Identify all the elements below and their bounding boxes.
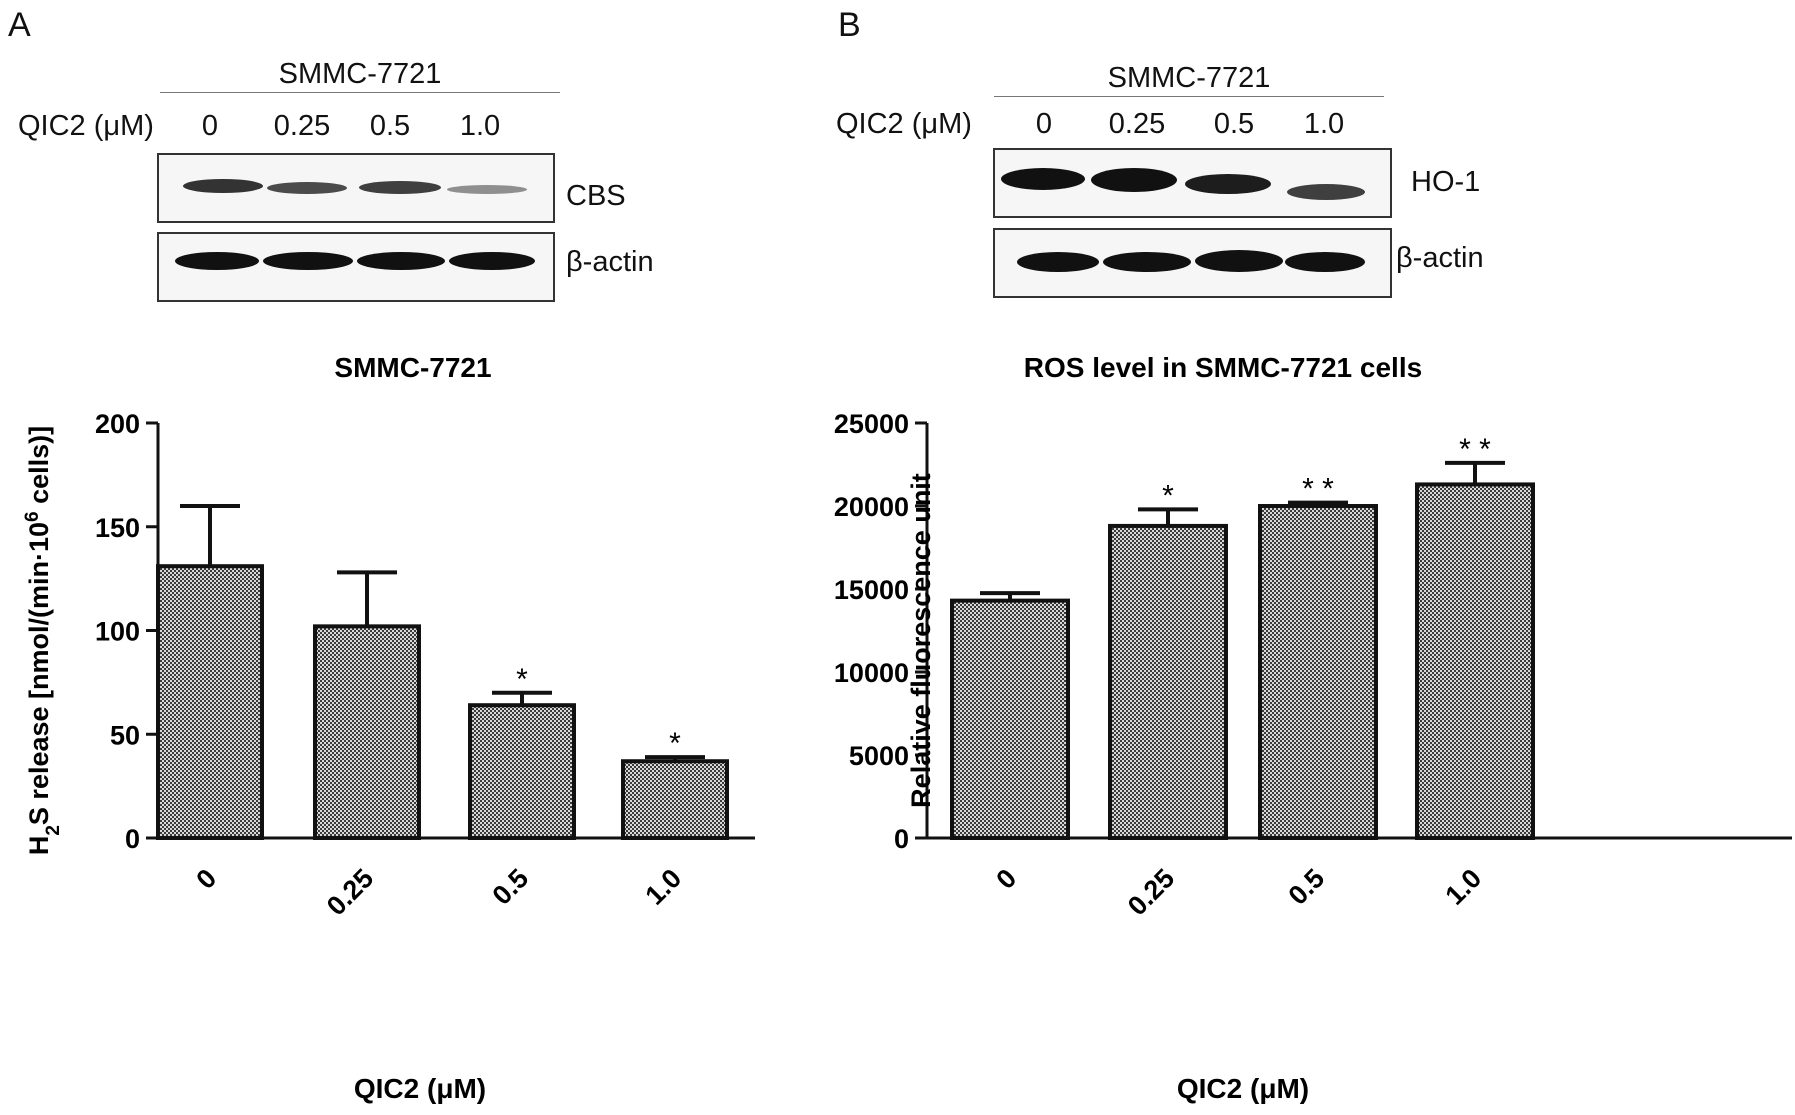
y-axis-label: H2S release [nmol/(min·106 cells)]	[22, 426, 64, 855]
y-tick-label: 20000	[834, 492, 909, 522]
bar	[313, 624, 421, 840]
panel-a-letter: A	[8, 6, 31, 44]
y-tick-label: 50	[110, 720, 140, 750]
y-tick-label: 0	[125, 824, 140, 854]
blot-b-lane-label: 0.25	[1108, 108, 1166, 140]
blot-band	[183, 179, 263, 193]
blot-a-lane-label: 0	[201, 110, 219, 142]
y-tick-label: 5000	[849, 741, 909, 771]
x-axis-label: QIC2 (μM)	[1177, 1073, 1309, 1104]
x-tick-label: 1.0	[1439, 863, 1487, 911]
bar	[468, 703, 576, 841]
blot-b-actin-strip	[993, 228, 1392, 298]
blot-band	[359, 181, 441, 194]
y-tick-label: 200	[95, 409, 140, 439]
blot-band	[175, 252, 259, 270]
blot-a-lane-label: 0.25	[273, 110, 331, 142]
x-tick-label: 0.25	[1122, 863, 1180, 921]
y-tick-label: 100	[95, 617, 140, 647]
blot-a-lane-label: 1.0	[459, 110, 501, 142]
blot-b-row-label: HO-1	[1411, 166, 1481, 198]
significance-marker: *	[516, 663, 528, 696]
x-tick-label: 0.5	[486, 863, 534, 911]
blot-b-lane-label: 1.0	[1303, 108, 1345, 140]
blot-band	[1103, 252, 1191, 272]
y-tick-label: 0	[894, 824, 909, 854]
blot-b-treatment-label: QIC2 (μM)	[836, 108, 972, 140]
bar	[156, 564, 264, 840]
blot-a-lane-label: 0.5	[369, 110, 411, 142]
bar	[1415, 482, 1535, 840]
x-tick-label: 0	[990, 863, 1022, 895]
blot-band	[1017, 252, 1099, 272]
blot-band	[1091, 168, 1177, 192]
chart-a: SMMC-7721 0 50 100 150 200 0 0.25 * 0.5 * 1.0 QIC2 (…	[22, 352, 755, 1104]
x-tick-label: 0	[190, 863, 222, 895]
significance-marker: *	[1162, 479, 1174, 512]
blot-b-lane-label: 0	[1035, 108, 1053, 140]
x-tick-label: 0.5	[1282, 863, 1330, 911]
y-tick-label: 15000	[834, 575, 909, 605]
blot-band	[1287, 184, 1365, 200]
blot-a-row-label: β-actin	[566, 246, 654, 278]
blot-band	[449, 252, 535, 270]
blot-a-title: SMMC-7721	[278, 58, 442, 90]
blot-a-row-label: CBS	[566, 180, 626, 212]
blot-band	[357, 252, 445, 270]
significance-marker: *	[669, 727, 681, 760]
blot-b-divider	[994, 96, 1384, 97]
blot-band	[447, 185, 527, 194]
chart-title: SMMC-7721	[334, 352, 491, 383]
blot-b-title: SMMC-7721	[1107, 62, 1271, 94]
blot-a-treatment-label: QIC2 (μM)	[18, 110, 154, 142]
x-tick-label: 0.25	[321, 863, 379, 921]
blot-band	[267, 182, 347, 194]
significance-marker: * *	[1459, 433, 1491, 466]
bar	[621, 759, 729, 840]
blot-b-ho1-strip	[993, 148, 1392, 218]
y-tick-label: 10000	[834, 658, 909, 688]
blot-b-row-label: β-actin	[1396, 242, 1484, 274]
blot-band	[1285, 252, 1365, 272]
x-tick-label: 1.0	[639, 863, 687, 911]
panel-b-letter: B	[838, 6, 861, 44]
chart-b: ROS level in SMMC-7721 cells 0 5000 10000 15…	[834, 352, 1792, 1104]
bar	[1108, 523, 1228, 840]
blot-a-cbs-strip	[157, 153, 555, 223]
y-tick-label: 150	[95, 513, 140, 543]
bar	[1258, 504, 1378, 840]
x-axis-label: QIC2 (μM)	[354, 1073, 486, 1104]
blot-a-actin-strip	[157, 232, 555, 302]
blot-band	[1195, 250, 1283, 272]
y-tick-label: 25000	[834, 409, 909, 439]
blot-band	[263, 252, 353, 270]
chart-title: ROS level in SMMC-7721 cells	[1024, 352, 1422, 383]
blot-a-divider	[160, 92, 560, 93]
blot-band	[1185, 174, 1271, 194]
bar	[950, 598, 1070, 840]
blot-band	[1001, 168, 1085, 190]
significance-marker: * *	[1302, 473, 1334, 506]
blot-b-lane-label: 0.5	[1213, 108, 1255, 140]
y-axis-label: Relative fluorescence unit	[906, 473, 936, 808]
